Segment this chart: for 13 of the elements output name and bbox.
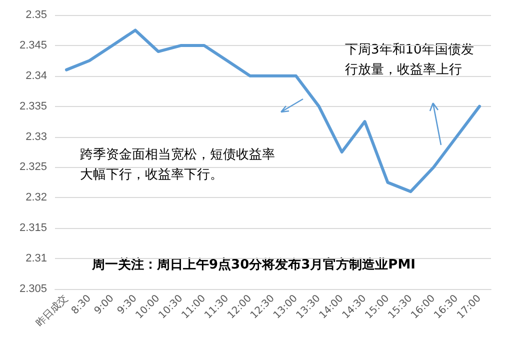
- annotation: 跨季资金面相当宽松，短债收益率大幅下行，收益率下行。: [80, 146, 275, 182]
- y-tick-label: 2.34: [26, 70, 47, 82]
- y-tick-label: 2.345: [19, 39, 47, 52]
- y-tick-label: 2.325: [19, 161, 47, 174]
- y-tick-label: 2.315: [19, 222, 47, 234]
- y-tick-label: 2.305: [19, 283, 47, 295]
- y-tick-label: 2.33: [26, 130, 47, 143]
- line-series: [64, 28, 482, 194]
- y-tick-label: 2.335: [19, 100, 47, 112]
- y-tick-label: 2.32: [26, 192, 47, 204]
- y-tick-label: 2.35: [26, 9, 47, 21]
- y-tick-label: 2.31: [26, 252, 47, 265]
- x-tick-label: 昨日成交: [34, 292, 70, 330]
